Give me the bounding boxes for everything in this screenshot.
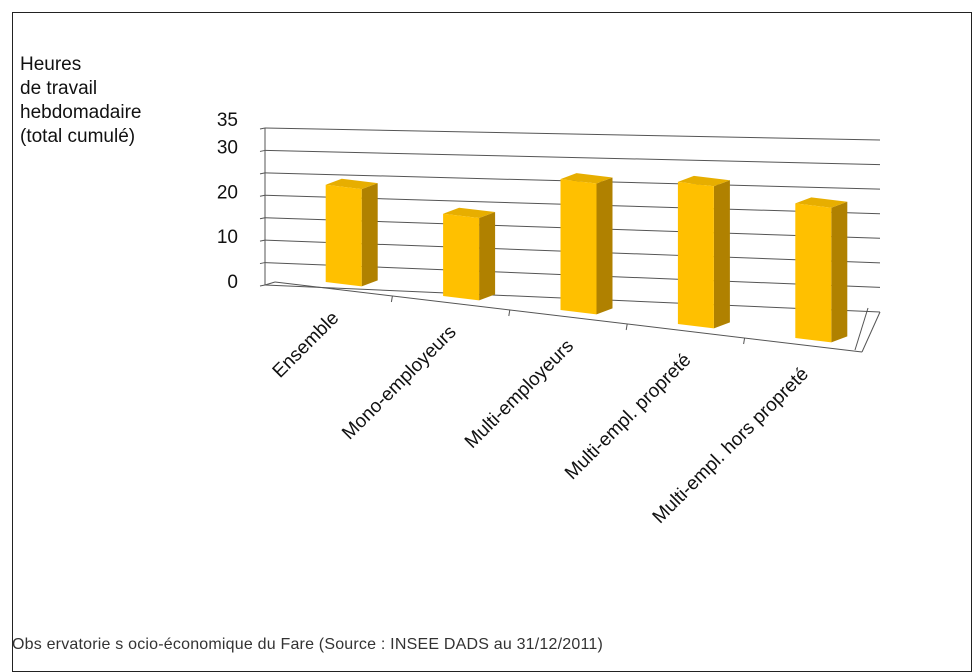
y-tick-label-30: 30	[217, 137, 238, 158]
bar-top-1	[325, 178, 378, 190]
x-tick-mark-3	[625, 323, 628, 331]
y-tick-mark-5	[259, 262, 266, 265]
source-note: Obs ervatorie s ocio-économique du Fare …	[12, 636, 603, 653]
axes	[259, 127, 881, 353]
x-tick-labels: Ensemble Mono-employeurs Multi-employeur…	[269, 308, 813, 528]
bar-front-5	[795, 203, 832, 343]
bar-side-2	[479, 212, 496, 301]
bar-side-1	[361, 183, 378, 287]
bar-top-5	[795, 197, 848, 208]
y-axis-label-line-4: (total cumulé)	[20, 126, 136, 147]
bar-side-5	[831, 201, 848, 343]
x-tick-mark-4	[743, 337, 746, 345]
y-tick-label-10: 10	[217, 227, 238, 248]
x-tick-label-multi-empl-hors-proprete: Multi-empl. hors propreté	[649, 364, 813, 528]
x-tick-label-multi-employeurs: Multi-employeurs	[461, 336, 578, 453]
y-tick-mark-25	[259, 172, 266, 175]
gridline-30	[264, 149, 881, 166]
bar-top-2	[443, 207, 496, 219]
y-tick-mark-0	[259, 284, 266, 287]
y-tick-mark-35	[259, 127, 266, 130]
right-floor-edge	[861, 311, 881, 353]
bar-top-4	[677, 175, 730, 187]
x-tick-mark-1	[390, 295, 393, 303]
x-tick-mark-2	[508, 309, 511, 317]
bar-front-4	[677, 181, 714, 329]
gridline-35	[264, 127, 881, 141]
y-axis-label-line-3: hebdomadaire	[20, 102, 142, 123]
bar-top-3	[560, 173, 613, 184]
chart-frame	[12, 12, 972, 672]
y-axis-label-line-1: Heures	[20, 54, 82, 75]
x-tick-label-mono-employeurs: Mono-employeurs	[338, 322, 460, 444]
bar-3	[560, 173, 613, 315]
bar-front-3	[560, 179, 597, 315]
x-tick-label-multi-empl-proprete: Multi-empl. propreté	[561, 350, 695, 484]
y-tick-labels: 0 10 20 30 35	[217, 110, 238, 293]
y-tick-mark-20	[259, 194, 266, 197]
bar-5	[795, 197, 848, 343]
y-tick-label-20: 20	[217, 182, 238, 203]
y-axis-label-line-2: de travail	[20, 78, 98, 99]
y-axis-label: Heures de travail hebdomadaire (total cu…	[20, 53, 220, 149]
bar-side-3	[596, 177, 613, 315]
right-wall-edge	[854, 307, 869, 351]
bar-2	[443, 207, 496, 301]
bar-1	[325, 178, 378, 287]
y-tick-mark-30	[259, 149, 266, 152]
bar-side-4	[713, 180, 730, 329]
x-tick-label-ensemble: Ensemble	[269, 308, 344, 383]
y-tick-mark-10	[259, 239, 266, 242]
y-tick-label-0: 0	[227, 272, 238, 293]
bars	[325, 173, 848, 343]
bar-4	[677, 175, 730, 329]
x-axis-line	[274, 281, 863, 353]
bar-front-2	[443, 213, 480, 301]
y-tick-mark-15	[259, 217, 266, 220]
bar-front-1	[325, 184, 362, 287]
y-tick-label-35: 35	[217, 110, 238, 131]
left-floor-edge	[264, 281, 276, 286]
